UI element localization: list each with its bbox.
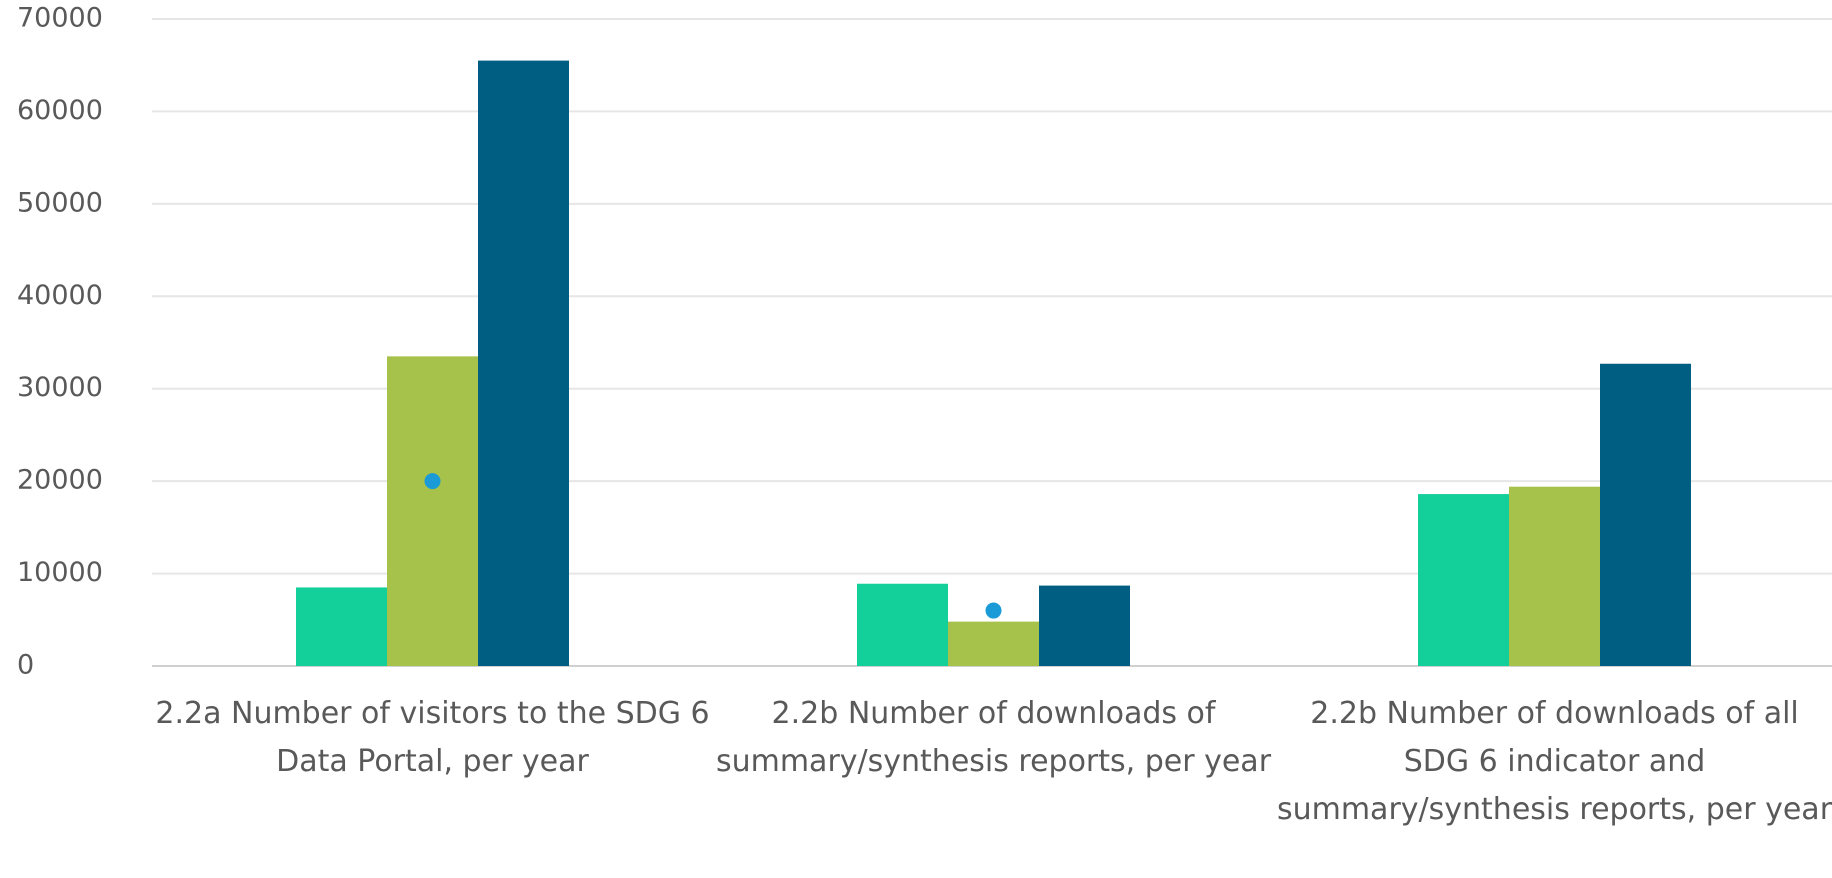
bar [1418, 494, 1509, 666]
point [985, 602, 1002, 619]
bar [1509, 486, 1600, 666]
y-tick-label: 30000 [17, 372, 103, 403]
point [424, 473, 441, 490]
x-tick-label: 2.2a Number of visitors to the SDG 6 Dat… [155, 696, 710, 779]
bar [857, 583, 948, 666]
y-tick-label: 10000 [17, 557, 103, 588]
y-tick-label: 60000 [17, 95, 103, 126]
bar [1600, 363, 1691, 666]
bar [478, 60, 569, 667]
y-tick-label: 40000 [17, 280, 103, 311]
y-tick-label: 70000 [17, 3, 103, 34]
x-tick-label: 2.2b Number of downloads of summary/synt… [715, 696, 1272, 779]
bar [296, 587, 387, 666]
y-tick-label: 0 [17, 650, 34, 681]
x-tick-label: 2.2b Number of downloads of all SDG 6 in… [1276, 696, 1832, 827]
y-tick-label: 50000 [17, 187, 103, 218]
bar [387, 356, 478, 666]
bar [1039, 585, 1130, 666]
bar [948, 621, 1039, 666]
y-tick-label: 20000 [17, 465, 103, 496]
